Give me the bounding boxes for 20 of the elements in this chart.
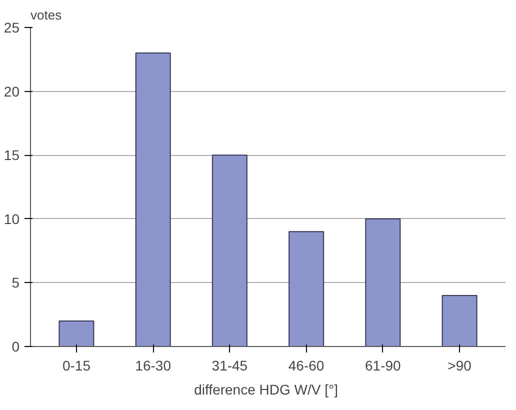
y-tick-label: 0 <box>12 338 20 354</box>
bar <box>288 231 324 346</box>
y-tick-label: 5 <box>12 274 20 291</box>
bar <box>365 218 401 346</box>
bar <box>212 154 248 346</box>
x-tick-label: 0-15 <box>62 358 91 374</box>
bar <box>442 294 478 346</box>
x-tick-label: 46-60 <box>288 358 324 374</box>
y-tick-label: 20 <box>4 83 20 100</box>
y-tick-label: 10 <box>4 210 20 227</box>
x-tick-label: 31-45 <box>212 358 248 374</box>
y-tick-label: 15 <box>4 147 20 164</box>
bar <box>135 52 171 346</box>
x-tick-label: 16-30 <box>135 358 172 374</box>
x-tick-label: >90 <box>448 358 472 374</box>
y-axis-title: votes <box>30 8 62 22</box>
x-axis-title: difference HDG W/V [°] <box>194 382 338 398</box>
bar <box>58 320 94 346</box>
x-tick-label: 61-90 <box>365 358 402 374</box>
y-tick-label: 25 <box>4 20 20 36</box>
